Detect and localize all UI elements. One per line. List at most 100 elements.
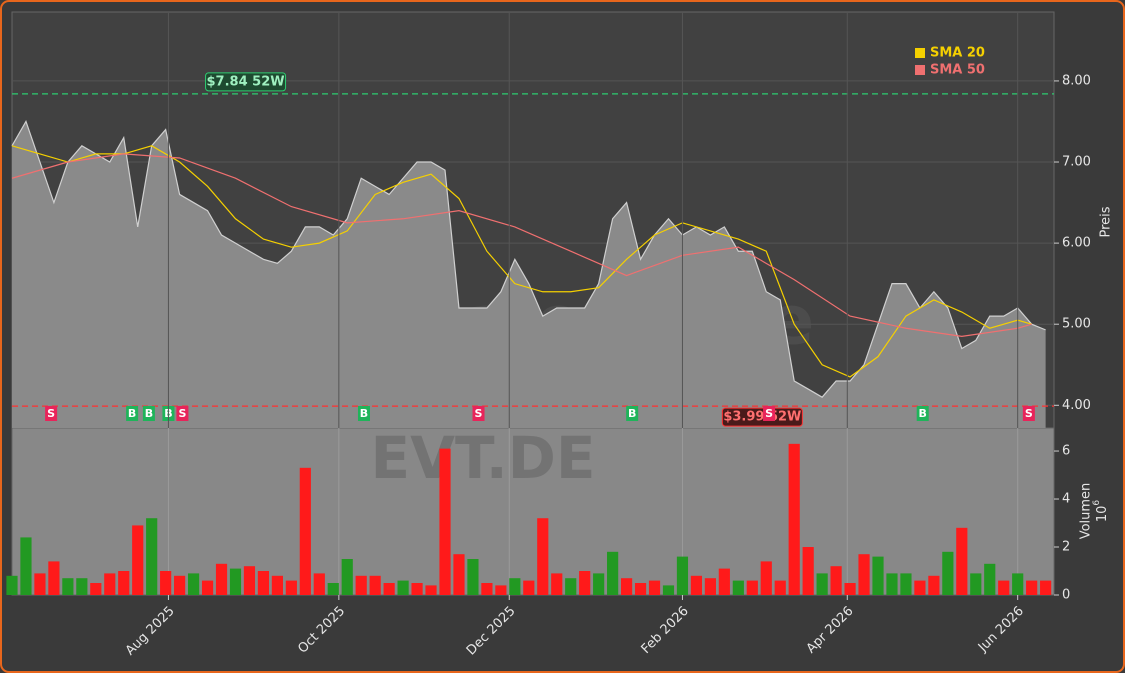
volume-bar (425, 585, 437, 595)
volume-bar (662, 585, 675, 595)
price-area (12, 121, 1046, 428)
watermark: EVT.DE (370, 424, 595, 492)
y-axis-label: Preis (1099, 206, 1114, 237)
signal-marker (472, 406, 485, 421)
volume-bar (802, 547, 814, 595)
signal-marker (142, 406, 155, 421)
y-tick-label: 5.00 (1062, 317, 1091, 332)
volume-bar (397, 580, 409, 595)
volume-bar (439, 448, 451, 595)
volume-bar (20, 537, 32, 595)
reference-label-box (205, 72, 287, 92)
volume-bar (704, 578, 716, 595)
signal-marker (916, 406, 929, 421)
legend-label: SMA 20 (930, 46, 985, 61)
volume-bar (942, 551, 954, 595)
y-tick-label: 4 (1062, 492, 1070, 507)
volume-bar (174, 575, 186, 595)
volume-bar (732, 580, 744, 595)
volume-bar (187, 573, 200, 595)
volume-bar (760, 561, 772, 595)
signal-label: S (475, 407, 483, 420)
signal-marker (176, 406, 189, 421)
volume-bar (523, 580, 535, 595)
volume-bar (690, 575, 703, 595)
volume-bar (90, 583, 102, 595)
signal-label: B (145, 407, 153, 420)
volume-bar (146, 518, 158, 595)
reference-label: $3.99 52W (723, 410, 801, 425)
volume-bar (229, 568, 242, 595)
volume-bar (411, 583, 423, 595)
signal-marker (126, 406, 139, 421)
y-tick-label: 6.00 (1062, 236, 1091, 251)
volume-bar (1026, 580, 1038, 595)
volume-bar (481, 583, 493, 595)
volume-bar (271, 575, 283, 595)
volume-bar (844, 583, 856, 595)
volume-bar (34, 573, 46, 595)
volume-bar (76, 578, 88, 595)
volume-bar (718, 568, 730, 595)
volume-bar (676, 556, 689, 595)
volume-bar (634, 583, 647, 595)
volume-bar (607, 551, 619, 595)
volume-bar (900, 573, 912, 595)
signal-label: S (1025, 407, 1033, 420)
y-tick-label: 8.00 (1062, 73, 1091, 88)
volume-bar (118, 571, 130, 595)
y-tick-label: 4.00 (1062, 398, 1091, 413)
volume-bar (285, 580, 297, 595)
volume-bar (928, 575, 940, 595)
reference-label-box (721, 407, 803, 427)
volume-bar (858, 554, 870, 595)
volume-bar (132, 525, 144, 595)
volume-bar (872, 556, 884, 595)
signal-marker (357, 406, 370, 421)
price-line (11, 120, 1046, 398)
volume-bar (1040, 580, 1052, 595)
y-tick-label: 7.00 (1062, 155, 1091, 170)
signal-marker (626, 406, 639, 421)
volume-bar (914, 580, 926, 595)
signal-label: S (178, 407, 186, 420)
volume-bar (327, 583, 339, 595)
legend-swatch (915, 65, 925, 75)
y-tick-label: 6 (1062, 444, 1070, 459)
legend-label: SMA 50 (930, 63, 985, 78)
signal-marker (763, 406, 776, 421)
y-axis-scale: 106 (1092, 500, 1110, 523)
signal-label: B (919, 407, 927, 420)
sma-line (11, 153, 1032, 337)
volume-bar (816, 573, 828, 595)
volume-bar (1012, 573, 1024, 595)
signal-marker (1022, 406, 1035, 421)
volume-bar (467, 559, 479, 595)
volume-bar (160, 571, 172, 595)
volume-bar (341, 559, 353, 595)
volume-bar (956, 527, 968, 595)
sma-line (11, 145, 1032, 378)
volume-bar (6, 575, 18, 595)
volume-bar (984, 563, 996, 595)
legend-swatch (915, 48, 925, 58)
volume-bar (593, 573, 605, 595)
volume-bar (998, 580, 1010, 595)
volume-bar (509, 578, 521, 595)
volume-bar (746, 580, 758, 595)
signal-label: S (765, 407, 773, 420)
volume-bar (579, 571, 591, 595)
y-tick-label: 2 (1062, 540, 1070, 555)
volume-bar (383, 583, 395, 595)
volume-bar (243, 566, 256, 595)
signal-label: B (128, 407, 136, 420)
volume-bar (201, 580, 214, 595)
volume-bar (48, 561, 60, 595)
volume-bar (495, 585, 507, 595)
volume-bar (257, 571, 270, 595)
volume-bar (537, 518, 549, 595)
y-axis-label: Volumen (1079, 483, 1094, 540)
volume-bar (565, 578, 577, 595)
volume-bar (970, 573, 982, 595)
